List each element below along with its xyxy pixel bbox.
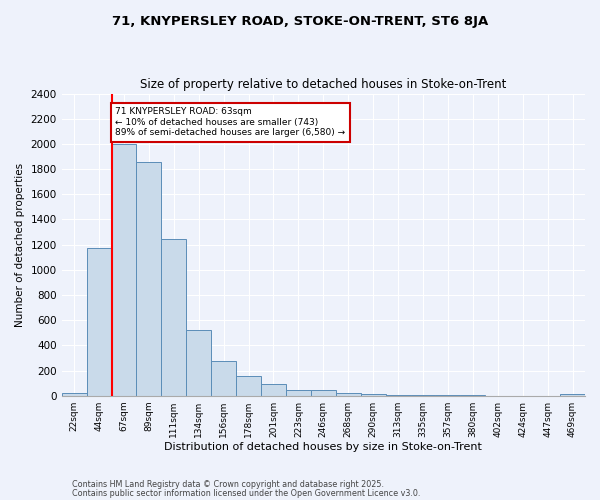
Bar: [311, 390, 336, 396]
Bar: [286, 390, 311, 396]
Bar: [136, 162, 161, 396]
Bar: [112, 144, 136, 396]
Bar: [62, 392, 86, 396]
Bar: [211, 360, 236, 396]
Bar: [410, 395, 436, 396]
Bar: [386, 394, 410, 396]
Bar: [361, 394, 386, 396]
Bar: [236, 376, 261, 396]
Bar: [336, 394, 361, 396]
X-axis label: Distribution of detached houses by size in Stoke-on-Trent: Distribution of detached houses by size …: [164, 442, 482, 452]
Bar: [86, 248, 112, 396]
Text: Contains public sector information licensed under the Open Government Licence v3: Contains public sector information licen…: [72, 488, 421, 498]
Bar: [161, 239, 186, 396]
Bar: [261, 384, 286, 396]
Bar: [560, 394, 585, 396]
Text: 71, KNYPERSLEY ROAD, STOKE-ON-TRENT, ST6 8JA: 71, KNYPERSLEY ROAD, STOKE-ON-TRENT, ST6…: [112, 15, 488, 28]
Text: Contains HM Land Registry data © Crown copyright and database right 2025.: Contains HM Land Registry data © Crown c…: [72, 480, 384, 489]
Text: 71 KNYPERSLEY ROAD: 63sqm
← 10% of detached houses are smaller (743)
89% of semi: 71 KNYPERSLEY ROAD: 63sqm ← 10% of detac…: [115, 108, 346, 137]
Y-axis label: Number of detached properties: Number of detached properties: [15, 162, 25, 326]
Bar: [186, 330, 211, 396]
Title: Size of property relative to detached houses in Stoke-on-Trent: Size of property relative to detached ho…: [140, 78, 506, 91]
